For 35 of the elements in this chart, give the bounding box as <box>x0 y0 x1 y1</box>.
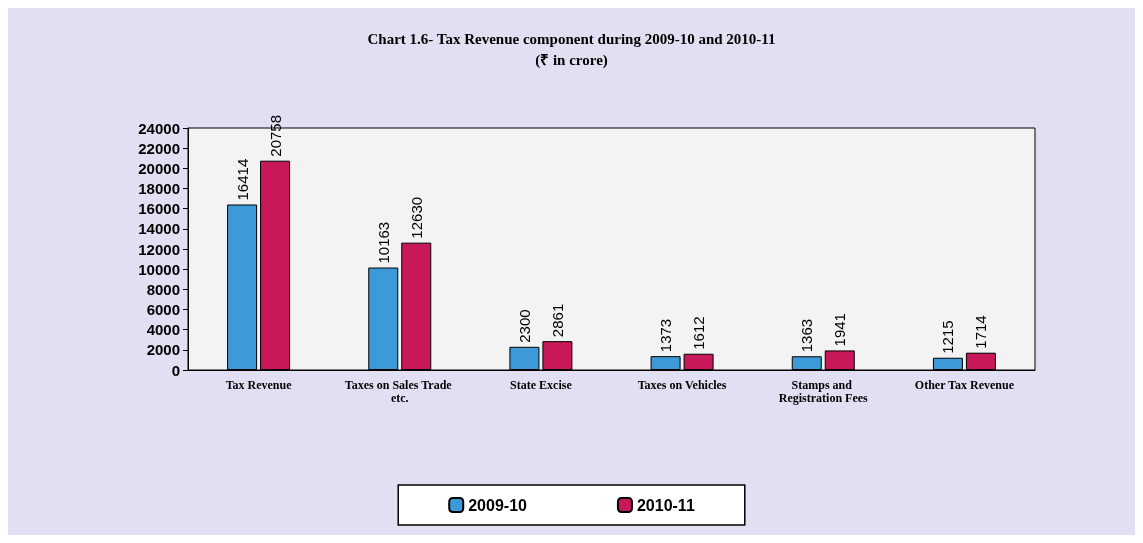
data-label: 1215 <box>939 320 957 354</box>
y-tick-label: 12000 <box>138 240 180 258</box>
data-label: 10163 <box>374 221 392 264</box>
chart-title: Chart 1.6- Tax Revenue component during 2009-10 and 2010-11 <box>367 30 776 47</box>
y-tick-label: 24000 <box>138 119 180 137</box>
legend-label: 2009-10 <box>468 496 528 514</box>
data-label: 1363 <box>798 318 816 353</box>
x-tick-label: Taxes on Vehicles <box>637 377 727 392</box>
y-tick-label: 10000 <box>138 260 180 278</box>
x-tick-label: Tax Revenue <box>225 377 293 392</box>
x-tick-label: State Excise <box>510 377 573 392</box>
y-tick-label: 8000 <box>146 280 180 298</box>
legend-label: 2010-11 <box>636 496 695 514</box>
y-tick-label: 2000 <box>146 341 180 359</box>
x-tick-label: Taxes on Sales Trade etc. <box>344 377 455 405</box>
chart-subtitle: (₹ in crore) <box>535 51 608 69</box>
data-label: 12630 <box>407 196 425 239</box>
y-tick-label: 4000 <box>146 321 180 339</box>
x-tick-label: Other Tax Revenue <box>914 377 1015 392</box>
y-tick-label: 6000 <box>146 301 180 318</box>
data-label: 1612 <box>690 316 708 350</box>
y-tick-label: 20000 <box>138 159 180 177</box>
y-tick-label: 16000 <box>138 200 180 218</box>
y-tick-label: 18000 <box>138 180 180 197</box>
data-label: 1373 <box>657 318 675 353</box>
data-label: 16414 <box>233 158 251 201</box>
data-label: 1941 <box>831 313 849 347</box>
y-tick-label: 14000 <box>138 220 180 238</box>
x-tick-label: Stamps and Registration Fees <box>778 377 869 405</box>
data-label: 20758 <box>266 114 284 157</box>
data-label: 2300 <box>515 309 533 343</box>
data-label: 1714 <box>972 315 990 349</box>
y-tick-label: 0 <box>171 361 180 379</box>
data-label: 2861 <box>548 303 566 338</box>
y-tick-label: 22000 <box>138 139 180 157</box>
